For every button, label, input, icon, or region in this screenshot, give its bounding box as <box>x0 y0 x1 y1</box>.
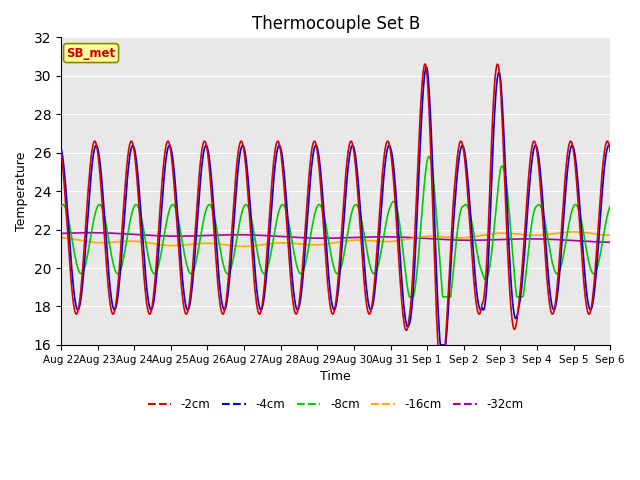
-16cm <box>570 229 577 235</box>
-32cm <box>180 233 188 239</box>
Line: -32cm: -32cm <box>61 233 611 242</box>
-4cm <box>166 143 173 148</box>
Title: Thermocouple Set B: Thermocouple Set B <box>252 15 420 33</box>
-32cm <box>166 233 174 239</box>
-8cm <box>241 203 248 208</box>
-2cm <box>435 352 443 358</box>
Line: -2cm: -2cm <box>61 64 611 355</box>
-4cm <box>57 145 65 151</box>
-2cm <box>542 261 550 266</box>
-8cm <box>493 192 501 198</box>
-8cm <box>607 204 614 209</box>
-8cm <box>179 244 187 250</box>
-4cm <box>241 147 248 153</box>
-2cm <box>179 300 187 305</box>
Text: SB_met: SB_met <box>67 47 116 60</box>
-8cm <box>425 154 433 159</box>
Line: -4cm: -4cm <box>61 67 611 345</box>
-32cm <box>607 240 614 245</box>
-2cm <box>421 61 429 67</box>
-4cm <box>179 283 187 289</box>
-2cm <box>241 153 248 159</box>
-32cm <box>493 237 500 242</box>
Legend: -2cm, -4cm, -8cm, -16cm, -32cm: -2cm, -4cm, -8cm, -16cm, -32cm <box>143 394 529 416</box>
-2cm <box>166 143 173 148</box>
-4cm <box>493 76 501 82</box>
-8cm <box>166 206 173 212</box>
X-axis label: Time: Time <box>320 370 351 383</box>
Y-axis label: Temperature: Temperature <box>15 151 28 231</box>
-4cm <box>422 64 430 70</box>
-4cm <box>607 145 614 151</box>
-32cm <box>87 230 95 236</box>
-16cm <box>421 234 429 240</box>
-2cm <box>421 61 429 67</box>
-16cm <box>241 243 249 249</box>
-16cm <box>493 230 500 236</box>
-8cm <box>421 173 429 179</box>
-16cm <box>179 242 187 248</box>
-16cm <box>541 232 549 238</box>
-32cm <box>541 236 549 242</box>
-16cm <box>57 235 65 240</box>
-4cm <box>421 71 429 77</box>
-16cm <box>239 243 247 249</box>
-4cm <box>436 342 444 348</box>
-2cm <box>493 61 501 67</box>
-32cm <box>421 236 429 241</box>
Line: -8cm: -8cm <box>61 156 611 297</box>
-32cm <box>57 230 65 236</box>
Line: -16cm: -16cm <box>61 232 611 246</box>
-16cm <box>607 232 614 238</box>
-4cm <box>542 240 550 245</box>
-8cm <box>406 294 413 300</box>
-8cm <box>542 223 550 229</box>
-2cm <box>57 149 65 155</box>
-2cm <box>607 149 614 155</box>
-8cm <box>57 204 65 209</box>
-16cm <box>166 243 173 249</box>
-32cm <box>241 232 249 238</box>
